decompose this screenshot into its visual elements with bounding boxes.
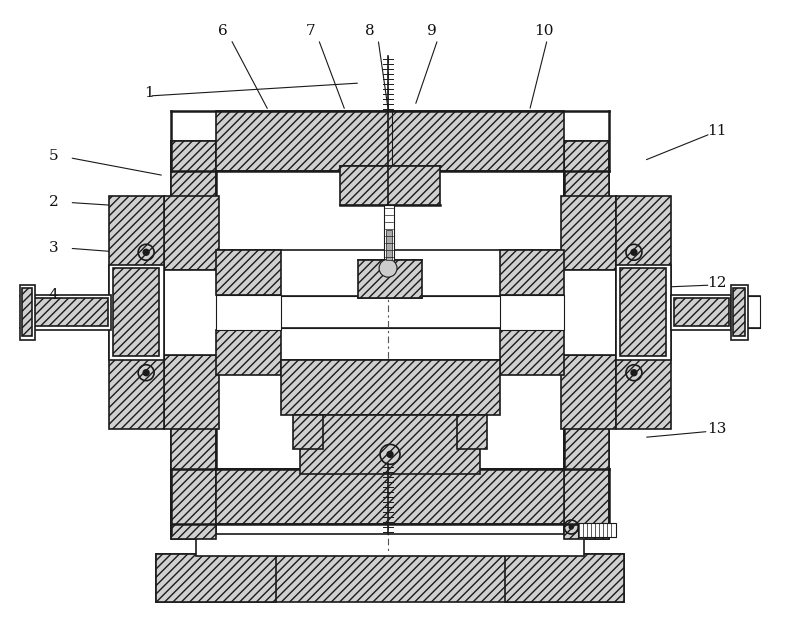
Bar: [156, 554, 624, 602]
Bar: [156, 554, 275, 602]
Bar: [110, 196, 164, 430]
Bar: [216, 171, 564, 469]
Bar: [386, 230, 392, 260]
Bar: [562, 196, 616, 270]
Circle shape: [631, 249, 637, 255]
Bar: [562, 270, 616, 355]
Bar: [114, 268, 159, 356]
Bar: [196, 534, 584, 556]
Bar: [34, 298, 108, 326]
Text: 7: 7: [306, 24, 315, 39]
Text: 12: 12: [707, 276, 726, 290]
Bar: [216, 111, 564, 171]
Bar: [216, 330, 281, 374]
Bar: [216, 250, 281, 295]
Circle shape: [143, 369, 149, 376]
Bar: [616, 196, 670, 430]
Bar: [499, 330, 564, 374]
Bar: [171, 141, 216, 539]
Bar: [301, 415, 480, 474]
Circle shape: [143, 249, 149, 255]
Bar: [730, 285, 749, 340]
Bar: [564, 141, 609, 220]
Circle shape: [631, 369, 637, 376]
Bar: [164, 355, 219, 430]
Bar: [562, 355, 616, 430]
Bar: [499, 250, 564, 295]
Bar: [32, 295, 111, 330]
Bar: [171, 270, 216, 350]
Bar: [620, 268, 666, 356]
Text: 11: 11: [707, 124, 726, 138]
Bar: [164, 270, 219, 355]
Bar: [384, 206, 394, 263]
Bar: [674, 298, 729, 326]
Bar: [733, 288, 746, 336]
Bar: [670, 295, 730, 330]
Text: 2: 2: [49, 196, 58, 209]
Circle shape: [387, 451, 393, 457]
Text: 6: 6: [218, 24, 228, 39]
Bar: [358, 260, 422, 298]
Bar: [216, 295, 281, 330]
Text: 9: 9: [427, 24, 437, 39]
Bar: [22, 288, 32, 336]
Bar: [499, 295, 564, 330]
Bar: [216, 469, 564, 524]
Bar: [20, 285, 34, 340]
Bar: [564, 270, 609, 350]
Text: 4: 4: [49, 288, 58, 302]
Bar: [457, 415, 486, 450]
Bar: [616, 265, 670, 360]
Bar: [110, 265, 164, 360]
Bar: [294, 415, 323, 450]
Text: 5: 5: [49, 148, 58, 163]
Bar: [20, 296, 760, 328]
Text: 13: 13: [707, 422, 726, 437]
Text: 10: 10: [534, 24, 554, 39]
Bar: [564, 141, 609, 539]
Bar: [171, 420, 216, 539]
Text: 1: 1: [144, 86, 154, 100]
Bar: [564, 420, 609, 539]
Bar: [281, 360, 499, 415]
Circle shape: [379, 259, 397, 277]
Bar: [340, 166, 440, 206]
Bar: [171, 141, 216, 220]
Bar: [505, 554, 624, 602]
Circle shape: [570, 525, 574, 529]
Text: 3: 3: [49, 242, 58, 255]
Bar: [164, 196, 219, 270]
Bar: [578, 523, 616, 537]
Text: 8: 8: [366, 24, 375, 39]
